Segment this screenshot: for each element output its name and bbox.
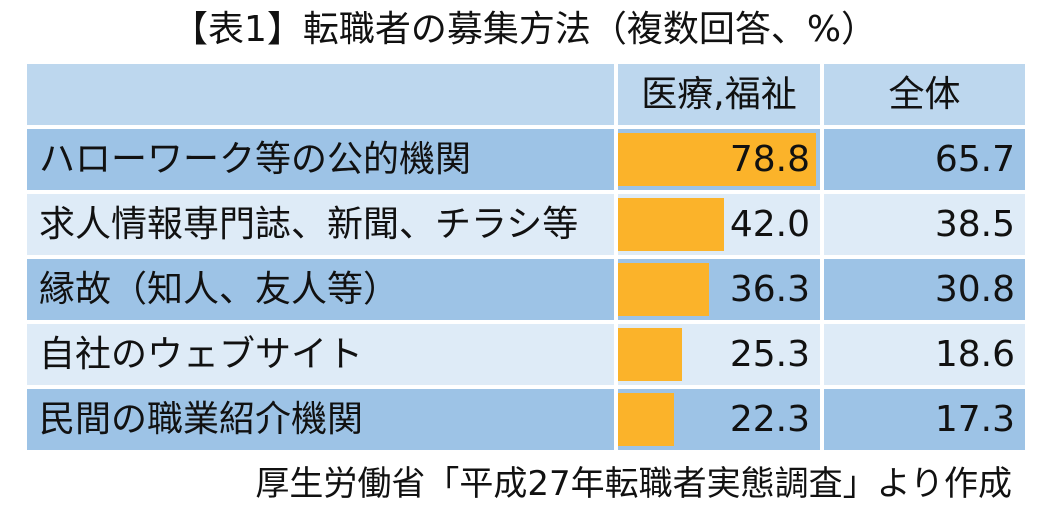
overall-value: 17.3 xyxy=(824,389,1025,450)
overall-value: 38.5 xyxy=(824,194,1025,255)
medical-welfare-value: 22.3 xyxy=(729,399,810,440)
medical-welfare-cell: 42.0 xyxy=(618,194,820,255)
table-header-row: 医療,福祉 全体 xyxy=(27,64,1025,129)
table-row: 民間の職業紹介機関 22.3 17.3 xyxy=(27,389,1025,454)
data-bar xyxy=(618,133,816,186)
table-row: 縁故（知人、友人等） 36.3 30.8 xyxy=(27,259,1025,324)
row-label: 求人情報専門誌、新聞、チラシ等 xyxy=(27,194,614,255)
data-table: 医療,福祉 全体 ハローワーク等の公的機関 78.8 65.7 求人情報専門誌、新聞、… xyxy=(27,64,1025,454)
medical-welfare-cell: 36.3 xyxy=(618,259,820,320)
overall-value: 65.7 xyxy=(824,129,1025,190)
medical-welfare-value: 25.3 xyxy=(729,334,810,375)
header-overall: 全体 xyxy=(824,64,1025,125)
data-bar xyxy=(618,393,674,446)
medical-welfare-cell: 25.3 xyxy=(618,324,820,385)
source-note: 厚生労働省「平成27年転職者実態調査」より作成 xyxy=(255,464,1012,504)
header-label-cell xyxy=(27,64,614,125)
table-row: 求人情報専門誌、新聞、チラシ等 42.0 38.5 xyxy=(27,194,1025,259)
data-bar xyxy=(618,263,709,316)
row-label: 自社のウェブサイト xyxy=(27,324,614,385)
medical-welfare-value: 36.3 xyxy=(729,269,810,310)
medical-welfare-value: 42.0 xyxy=(729,204,810,245)
medical-welfare-cell: 22.3 xyxy=(618,389,820,450)
chart-title: 【表1】転職者の募集方法（複数回答、%） xyxy=(171,9,878,50)
medical-welfare-value: 78.8 xyxy=(729,139,810,180)
data-bar xyxy=(618,328,682,381)
row-label: ハローワーク等の公的機関 xyxy=(27,129,614,190)
table-row: ハローワーク等の公的機関 78.8 65.7 xyxy=(27,129,1025,194)
header-medical-welfare: 医療,福祉 xyxy=(618,64,820,125)
overall-value: 18.6 xyxy=(824,324,1025,385)
medical-welfare-cell: 78.8 xyxy=(618,129,820,190)
row-label: 民間の職業紹介機関 xyxy=(27,389,614,450)
table-row: 自社のウェブサイト 25.3 18.6 xyxy=(27,324,1025,389)
row-label: 縁故（知人、友人等） xyxy=(27,259,614,320)
overall-value: 30.8 xyxy=(824,259,1025,320)
data-bar xyxy=(618,198,724,251)
